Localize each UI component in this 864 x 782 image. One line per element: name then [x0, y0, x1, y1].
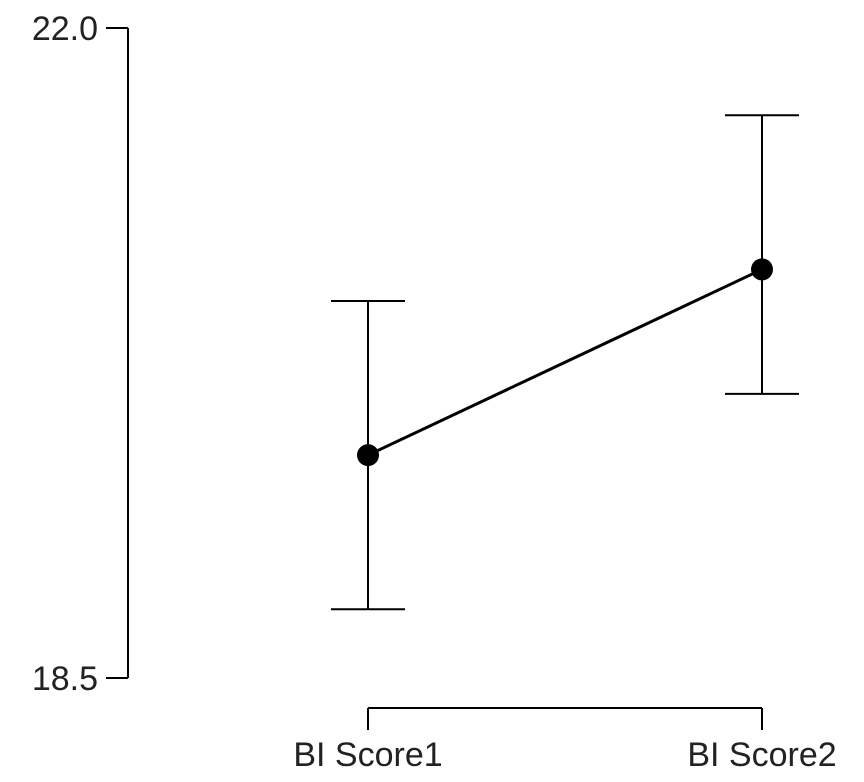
series-line	[367, 268, 763, 457]
data-point	[751, 258, 773, 281]
y-tick-label: 22.0	[32, 10, 98, 48]
plot-area	[331, 114, 799, 611]
x-axis: BI Score1 BI Score2	[293, 707, 837, 774]
y-axis: 22.0 18.5	[32, 10, 129, 698]
error-bar	[725, 114, 799, 395]
x-tick-label: BI Score1	[293, 736, 442, 774]
x-tick-label: BI Score2	[687, 736, 836, 774]
y-tick-label: 18.5	[32, 660, 98, 698]
data-point	[357, 444, 379, 467]
